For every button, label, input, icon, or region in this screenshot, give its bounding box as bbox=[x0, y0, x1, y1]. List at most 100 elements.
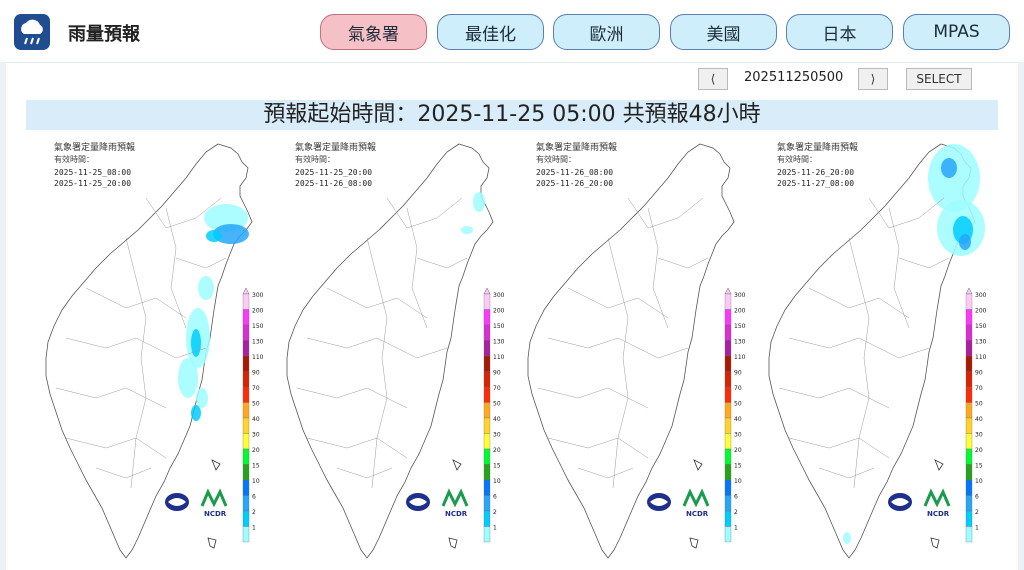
district-boundary bbox=[788, 337, 930, 359]
district-boundary bbox=[336, 467, 393, 479]
scale-label: 50 bbox=[975, 401, 983, 408]
agency-logos: NCDR bbox=[165, 488, 228, 518]
scale-swatch bbox=[242, 324, 250, 341]
rain-area bbox=[198, 276, 214, 300]
district-boundary bbox=[406, 207, 428, 329]
taiwan-map bbox=[527, 143, 735, 559]
scale-label: 40 bbox=[734, 416, 742, 423]
rain-area bbox=[206, 230, 222, 242]
district-boundary bbox=[898, 257, 950, 269]
rain-area bbox=[178, 358, 198, 398]
scale-swatch bbox=[724, 495, 732, 512]
island-green bbox=[452, 459, 462, 471]
scale-label: 6 bbox=[734, 494, 738, 501]
scale-label: 1 bbox=[975, 525, 979, 532]
scale-swatch bbox=[242, 371, 250, 388]
scale-swatch bbox=[724, 402, 732, 419]
scale-swatch bbox=[724, 479, 732, 496]
scale-swatch bbox=[242, 433, 250, 450]
scale-swatch bbox=[965, 309, 973, 326]
rain-area bbox=[196, 388, 208, 408]
tab-optimized[interactable]: 最佳化 bbox=[437, 14, 544, 50]
scale-label: 30 bbox=[975, 432, 983, 439]
district-boundary bbox=[567, 287, 669, 319]
scale-label: 110 bbox=[734, 354, 746, 361]
page-edge-left bbox=[0, 62, 6, 570]
valid-start: 2025-11-26_08:00 bbox=[536, 168, 614, 177]
rain-cloud-icon bbox=[14, 14, 50, 50]
scale-swatch bbox=[483, 464, 491, 481]
panel-title: 氣象署定量降雨預報 bbox=[536, 143, 618, 153]
scale-swatch bbox=[724, 340, 732, 357]
district-boundary bbox=[65, 437, 167, 459]
rain-color-scale: 300 200 150 130 110 90 70 50 40 30 20 15 10 6 2 1 bbox=[724, 288, 746, 543]
app-title: 雨量預報 bbox=[68, 24, 140, 45]
scale-label: 40 bbox=[975, 416, 983, 423]
scale-label: 10 bbox=[734, 478, 742, 485]
district-boundary bbox=[888, 207, 910, 329]
scale-swatch bbox=[242, 464, 250, 481]
scale-label: 110 bbox=[252, 354, 264, 361]
prev-button[interactable]: ⟨ bbox=[698, 68, 728, 90]
scale-label: 200 bbox=[975, 308, 987, 315]
scale-label: 2 bbox=[975, 509, 979, 516]
ncdr-logo-icon bbox=[200, 488, 228, 508]
select-button[interactable]: SELECT bbox=[906, 68, 972, 90]
cwa-logo-swirl bbox=[891, 498, 909, 506]
tab-mpas[interactable]: MPAS bbox=[903, 14, 1010, 50]
scale-label: 150 bbox=[975, 323, 987, 330]
app-header: 雨量預報 氣象署 最佳化 歐洲 美國 日本 MPAS bbox=[0, 0, 1024, 63]
scale-label: 15 bbox=[975, 463, 983, 470]
scale-label: 6 bbox=[493, 494, 497, 501]
taiwan-outline bbox=[286, 143, 494, 559]
scale-label: 1 bbox=[734, 525, 738, 532]
valid-start: 2025-11-25_20:00 bbox=[295, 168, 373, 177]
tab-europe[interactable]: 歐洲 bbox=[553, 14, 660, 50]
scale-label: 130 bbox=[493, 339, 505, 346]
district-boundary bbox=[306, 337, 448, 359]
district-boundary bbox=[95, 467, 152, 479]
district-boundary bbox=[818, 467, 875, 479]
scale-label: 300 bbox=[734, 292, 746, 299]
district-boundary bbox=[326, 287, 428, 319]
scale-label: 15 bbox=[252, 463, 260, 470]
scale-label: 10 bbox=[493, 478, 501, 485]
scale-swatch bbox=[242, 526, 250, 543]
panel-subtitle: 有效時間： bbox=[777, 155, 817, 164]
district-boundary bbox=[165, 207, 187, 329]
scale-swatch bbox=[965, 526, 973, 543]
panel-subtitle: 有效時間： bbox=[295, 155, 335, 164]
scale-label: 10 bbox=[252, 478, 260, 485]
scale-label: 130 bbox=[975, 339, 987, 346]
district-boundary bbox=[788, 437, 890, 459]
scale-swatch bbox=[965, 510, 973, 527]
district-boundary bbox=[547, 337, 689, 359]
tab-cwa[interactable]: 氣象署 bbox=[320, 14, 427, 50]
district-boundary bbox=[657, 257, 709, 269]
scale-swatch bbox=[483, 495, 491, 512]
scale-label: 2 bbox=[493, 509, 497, 516]
scale-arrow bbox=[724, 288, 732, 295]
valid-end: 2025-11-26_20:00 bbox=[536, 179, 614, 188]
scale-swatch bbox=[965, 355, 973, 372]
scale-swatch bbox=[724, 526, 732, 543]
scale-label: 40 bbox=[493, 416, 501, 423]
panel-title: 氣象署定量降雨預報 bbox=[777, 143, 859, 153]
scale-label: 70 bbox=[975, 385, 983, 392]
tab-japan[interactable]: 日本 bbox=[786, 14, 893, 50]
rain-area bbox=[213, 224, 249, 244]
tab-usa[interactable]: 美國 bbox=[670, 14, 777, 50]
island-orchid bbox=[930, 537, 940, 549]
scale-label: 200 bbox=[493, 308, 505, 315]
district-boundary bbox=[808, 287, 910, 319]
scale-swatch bbox=[242, 479, 250, 496]
district-boundary bbox=[145, 197, 222, 229]
scale-swatch bbox=[483, 448, 491, 465]
next-button[interactable]: ⟩ bbox=[858, 68, 888, 90]
ncdr-logo-text: NCDR bbox=[927, 510, 950, 518]
valid-end: 2025-11-25_20:00 bbox=[54, 179, 132, 188]
scale-swatch bbox=[242, 293, 250, 310]
district-boundary bbox=[607, 237, 629, 489]
scale-label: 70 bbox=[252, 385, 260, 392]
scale-swatch bbox=[724, 371, 732, 388]
